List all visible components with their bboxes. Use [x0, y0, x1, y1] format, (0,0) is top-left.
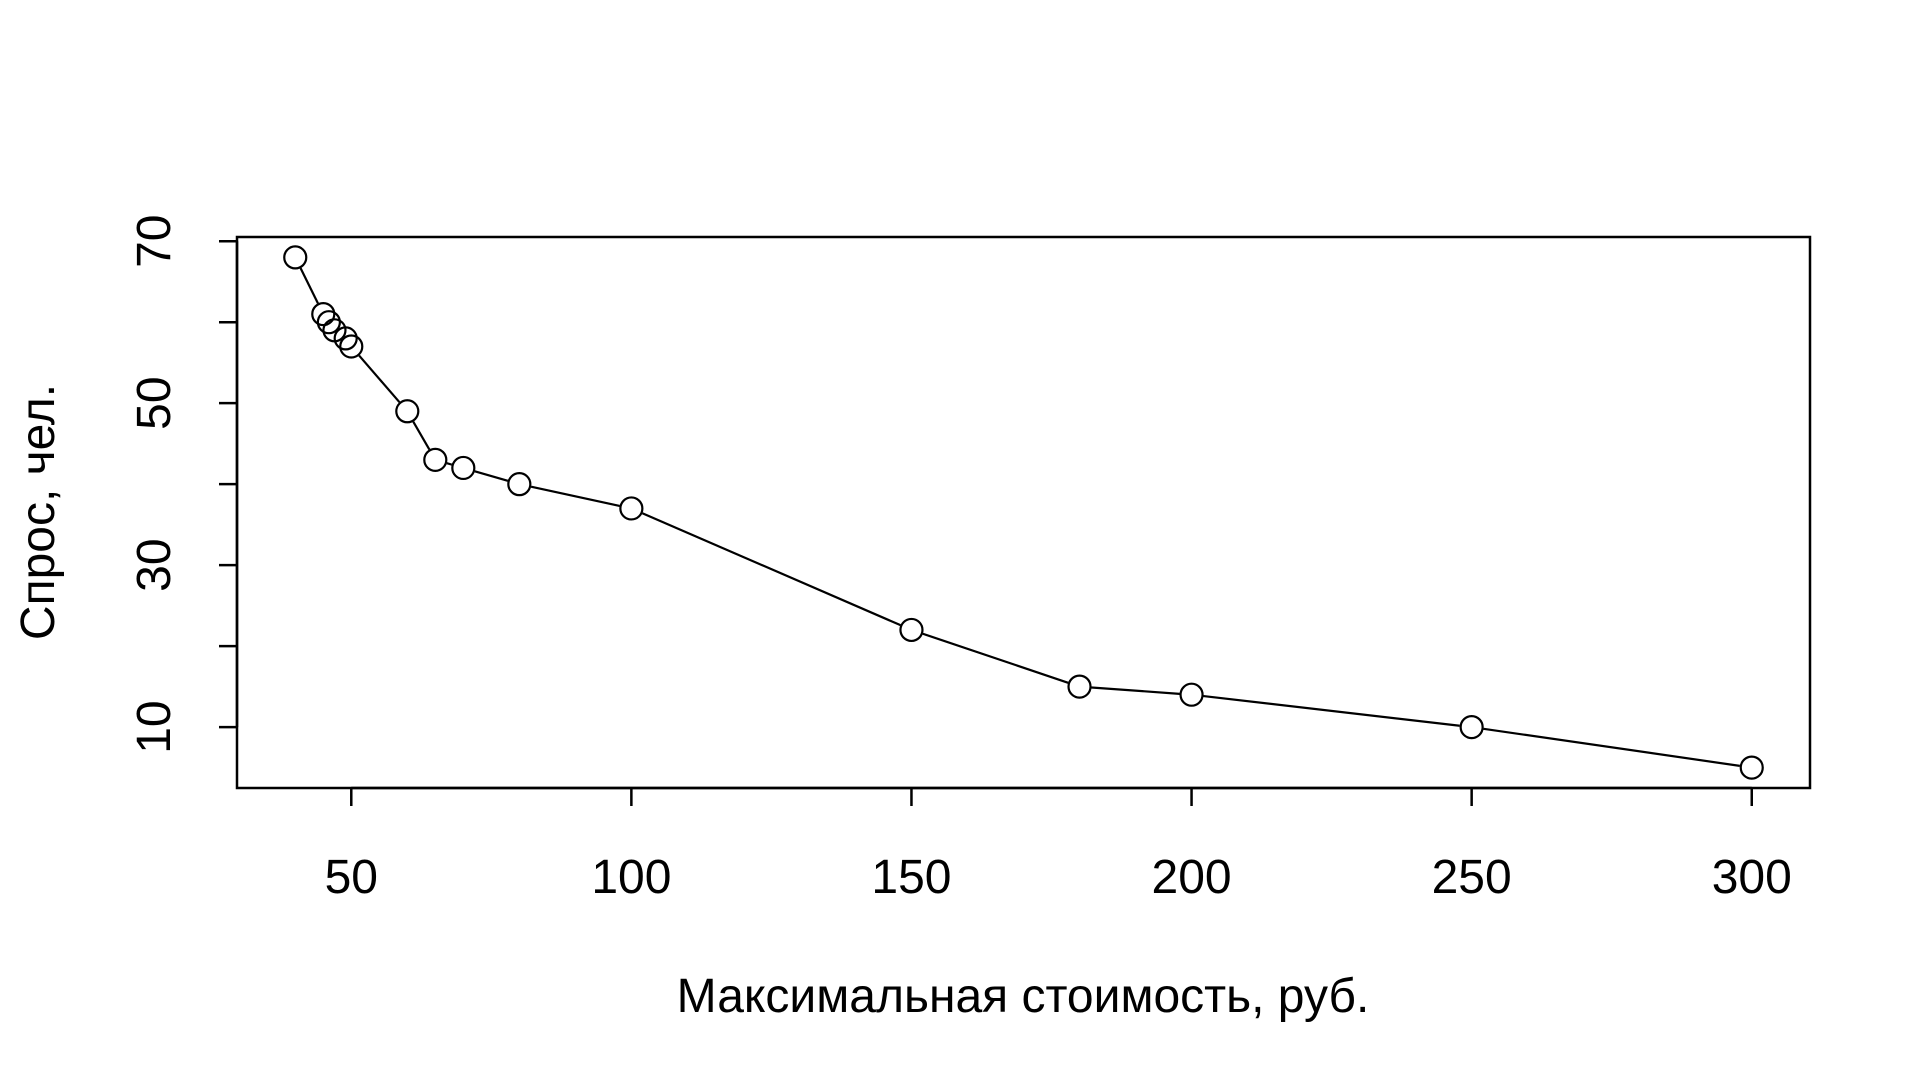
y-tick-label: 10: [128, 700, 181, 753]
series-line-segment: [922, 632, 1069, 684]
data-point: [899, 617, 924, 643]
y-tick-label: 50: [128, 376, 181, 429]
x-tick-label: 200: [1152, 851, 1232, 904]
x-axis-title: Максимальная стоимость, руб.: [677, 970, 1370, 1023]
data-point: [316, 310, 341, 335]
series-layer: [283, 245, 1764, 780]
series-line-segment: [1203, 694, 1460, 727]
x-tick-label: 50: [325, 851, 378, 904]
data-point: [1739, 755, 1764, 780]
series-line-segment: [412, 421, 431, 451]
data-point: [333, 326, 358, 351]
series-line-segment: [358, 354, 401, 403]
series-line-segment: [641, 512, 901, 627]
x-tick-label: 150: [871, 851, 951, 904]
series-line-segment: [530, 485, 620, 507]
x-axis: 50 100 150 200 250 300: [325, 786, 1792, 904]
data-point: [451, 455, 476, 481]
y-tick-label: 70: [128, 215, 181, 268]
data-point: [1459, 715, 1484, 740]
series-line-segment: [1091, 686, 1180, 695]
data-point: [423, 447, 448, 472]
y-axis: 10 30 50 70: [128, 215, 239, 754]
x-tick-label: 250: [1432, 851, 1512, 904]
data-point: [339, 334, 364, 359]
y-tick-label: 30: [128, 538, 181, 591]
x-tick-label: 100: [591, 851, 671, 904]
data-point: [619, 496, 644, 521]
data-point: [283, 245, 308, 270]
series-line-segment: [1483, 727, 1741, 767]
data-point: [507, 472, 532, 497]
data-point: [1179, 682, 1204, 707]
plot-frame: [235, 235, 1812, 790]
series-line-segment: [446, 462, 453, 466]
data-point: [311, 301, 336, 327]
data-point: [395, 399, 420, 424]
data-point: [1067, 674, 1092, 699]
y-axis-title: Спрос, чел.: [12, 384, 65, 640]
series-line-segment: [299, 267, 319, 304]
series-line-segment: [474, 470, 509, 482]
x-tick-label: 300: [1712, 851, 1792, 904]
